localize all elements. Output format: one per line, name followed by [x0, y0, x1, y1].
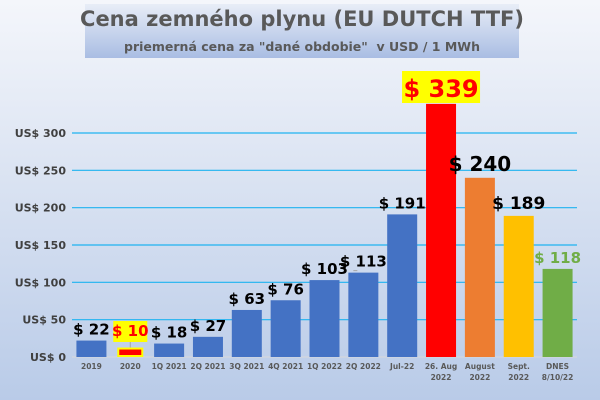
x-tick-label: Jul-22	[389, 362, 414, 371]
y-tick-label: US$ 300	[15, 127, 67, 140]
data-label: $ 22	[73, 321, 110, 339]
bar	[119, 349, 142, 355]
chart-title: Cena zemného plynu (EU DUTCH TTF)	[80, 7, 524, 31]
x-tick-label: 8/10/22	[542, 373, 574, 382]
data-label: $ 191	[379, 194, 426, 212]
bar	[542, 268, 573, 357]
y-tick-label: US$ 150	[15, 239, 67, 252]
data-label: $ 118	[534, 249, 581, 267]
data-label: $ 76	[267, 280, 304, 298]
data-label-highlight	[113, 321, 148, 342]
y-tick-label: US$ 100	[15, 276, 67, 289]
x-tick-label: 1Q 2021	[152, 362, 187, 371]
data-label: $ 63	[229, 290, 266, 308]
x-tick-label: 2019	[81, 362, 102, 371]
data-label: $ 339	[403, 75, 478, 103]
bar	[192, 336, 223, 357]
bar	[503, 215, 534, 357]
x-tick-label: 26. Aug	[425, 362, 457, 371]
x-tick-label: 2022	[508, 373, 529, 382]
data-label: $ 10	[112, 322, 149, 340]
bar	[270, 300, 301, 357]
x-tick-label: Sept.	[508, 362, 530, 371]
x-tick-label: 2022	[469, 373, 490, 382]
bar	[76, 340, 107, 357]
x-tick-label: 2022	[431, 373, 452, 382]
bar	[231, 309, 262, 357]
x-tick-label: 3Q 2021	[229, 362, 264, 371]
bar	[464, 177, 495, 357]
data-label: $ 27	[190, 317, 227, 335]
bar	[309, 280, 340, 357]
y-tick-label: US$ 50	[22, 314, 66, 327]
x-tick-label: 2020	[120, 362, 141, 371]
data-label: $ 240	[449, 152, 512, 176]
bar	[387, 214, 418, 357]
x-tick-label: 2Q 2022	[346, 362, 381, 371]
y-tick-label: US$ 0	[30, 351, 66, 364]
bar	[348, 272, 379, 357]
x-tick-label: August	[465, 362, 495, 371]
x-tick-label: 1Q 2022	[307, 362, 342, 371]
title-box	[85, 4, 519, 58]
data-label-highlight	[402, 71, 481, 103]
data-label: $ 103	[301, 260, 348, 278]
data-label: $ 18	[151, 324, 188, 342]
y-tick-label: US$ 200	[15, 202, 67, 215]
x-tick-label: 4Q 2021	[268, 362, 303, 371]
data-label: $ 113	[340, 253, 387, 271]
bar	[154, 343, 185, 357]
x-tick-label: DNES	[546, 362, 569, 371]
chart-subtitle: priemerná cena za "dané obdobie" v USD /…	[124, 39, 480, 54]
y-tick-label: US$ 250	[15, 164, 67, 177]
data-label: $ 189	[492, 194, 545, 214]
x-tick-label: 2Q 2021	[190, 362, 225, 371]
bar	[426, 103, 457, 357]
